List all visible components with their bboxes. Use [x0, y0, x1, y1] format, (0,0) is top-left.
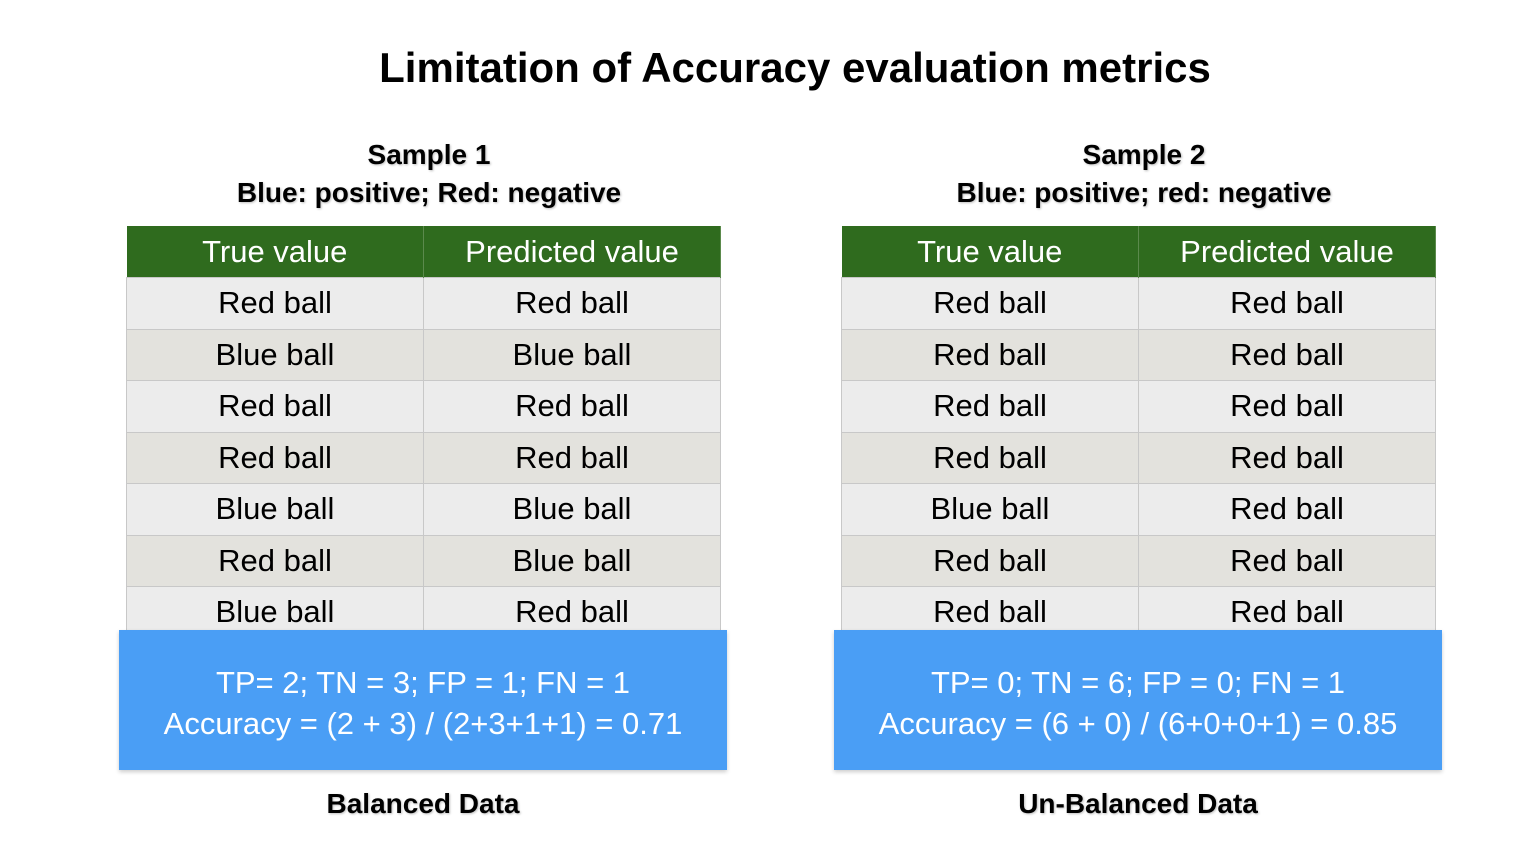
header-predicted-value: Predicted value	[423, 226, 721, 278]
accuracy-formula: Accuracy = (2 + 3) / (2+3+1+1) = 0.71	[163, 706, 683, 741]
true-value-cell: Red ball	[126, 380, 424, 433]
table-row: Red ball Red ball	[841, 586, 1436, 630]
data-type-label: Un-Balanced Data	[1018, 788, 1258, 819]
header-true-value: True value	[126, 226, 424, 278]
sample-legend: Blue: positive; red: negative	[956, 177, 1332, 208]
table-row: Red ball Red ball	[841, 328, 1436, 381]
predicted-value-cell: Red ball	[423, 380, 721, 433]
table-row: Red ball Red ball	[126, 380, 721, 433]
table-row: Red ball Red ball	[126, 277, 721, 330]
table-row: Red ball Red ball	[841, 431, 1436, 484]
predicted-value-cell: Red ball	[1138, 277, 1436, 330]
confusion-counts: TP= 0; TN = 6; FP = 0; FN = 1	[930, 665, 1346, 700]
header-predicted-value: Predicted value	[1138, 226, 1436, 278]
sample-legend: Blue: positive; Red: negative	[236, 177, 622, 208]
predicted-value-cell: Red ball	[423, 431, 721, 484]
predicted-value-cell: Red ball	[1138, 586, 1436, 630]
table-row: Blue ball Red ball	[126, 586, 721, 630]
predicted-value-cell: Red ball	[1138, 328, 1436, 381]
true-value-cell: Red ball	[126, 431, 424, 484]
true-value-cell: Red ball	[841, 534, 1139, 587]
sample-panel-2: Sample 2 Blue: positive; red: negative T…	[834, 0, 1454, 864]
table-row: Red ball Red ball	[841, 277, 1436, 330]
predicted-value-cell: Red ball	[1138, 380, 1436, 433]
metrics-box: TP= 0; TN = 6; FP = 0; FN = 1 Accuracy =…	[834, 630, 1442, 770]
confusion-counts: TP= 2; TN = 3; FP = 1; FN = 1	[215, 665, 631, 700]
table-row: Blue ball Blue ball	[126, 483, 721, 536]
true-value-cell: Blue ball	[841, 483, 1139, 536]
prediction-table: True value Predicted value Red ball Red …	[126, 226, 721, 630]
true-value-cell: Blue ball	[126, 328, 424, 381]
predicted-value-cell: Blue ball	[423, 534, 721, 587]
predicted-value-cell: Red ball	[1138, 483, 1436, 536]
header-true-value: True value	[841, 226, 1139, 278]
table-row: Red ball Red ball	[841, 534, 1436, 587]
true-value-cell: Blue ball	[126, 483, 424, 536]
predicted-value-cell: Blue ball	[423, 483, 721, 536]
metrics-box: TP= 2; TN = 3; FP = 1; FN = 1 Accuracy =…	[119, 630, 727, 770]
true-value-cell: Blue ball	[126, 586, 424, 630]
accuracy-formula: Accuracy = (6 + 0) / (6+0+0+1) = 0.85	[878, 706, 1398, 741]
sample-name: Sample 1	[367, 139, 491, 170]
predicted-value-cell: Red ball	[423, 586, 721, 630]
true-value-cell: Red ball	[841, 328, 1139, 381]
true-value-cell: Red ball	[841, 586, 1139, 630]
table-row: Blue ball Blue ball	[126, 328, 721, 381]
table-row: Red ball Blue ball	[126, 534, 721, 587]
true-value-cell: Red ball	[841, 277, 1139, 330]
slide-title: Limitation of Accuracy evaluation metric…	[379, 44, 1211, 91]
true-value-cell: Red ball	[126, 277, 424, 330]
true-value-cell: Red ball	[841, 431, 1139, 484]
data-type-label: Balanced Data	[326, 788, 520, 819]
true-value-cell: Red ball	[126, 534, 424, 587]
table-row: Red ball Red ball	[841, 380, 1436, 433]
table-row: Blue ball Red ball	[841, 483, 1436, 536]
sample-name: Sample 2	[1082, 139, 1206, 170]
prediction-table: True value Predicted value Red ball Red …	[841, 226, 1436, 630]
sample-panel-1: Sample 1 Blue: positive; Red: negative T…	[119, 0, 739, 864]
predicted-value-cell: Red ball	[1138, 431, 1436, 484]
predicted-value-cell: Red ball	[423, 277, 721, 330]
predicted-value-cell: Blue ball	[423, 328, 721, 381]
predicted-value-cell: Red ball	[1138, 534, 1436, 587]
true-value-cell: Red ball	[841, 380, 1139, 433]
table-row: Red ball Red ball	[126, 431, 721, 484]
